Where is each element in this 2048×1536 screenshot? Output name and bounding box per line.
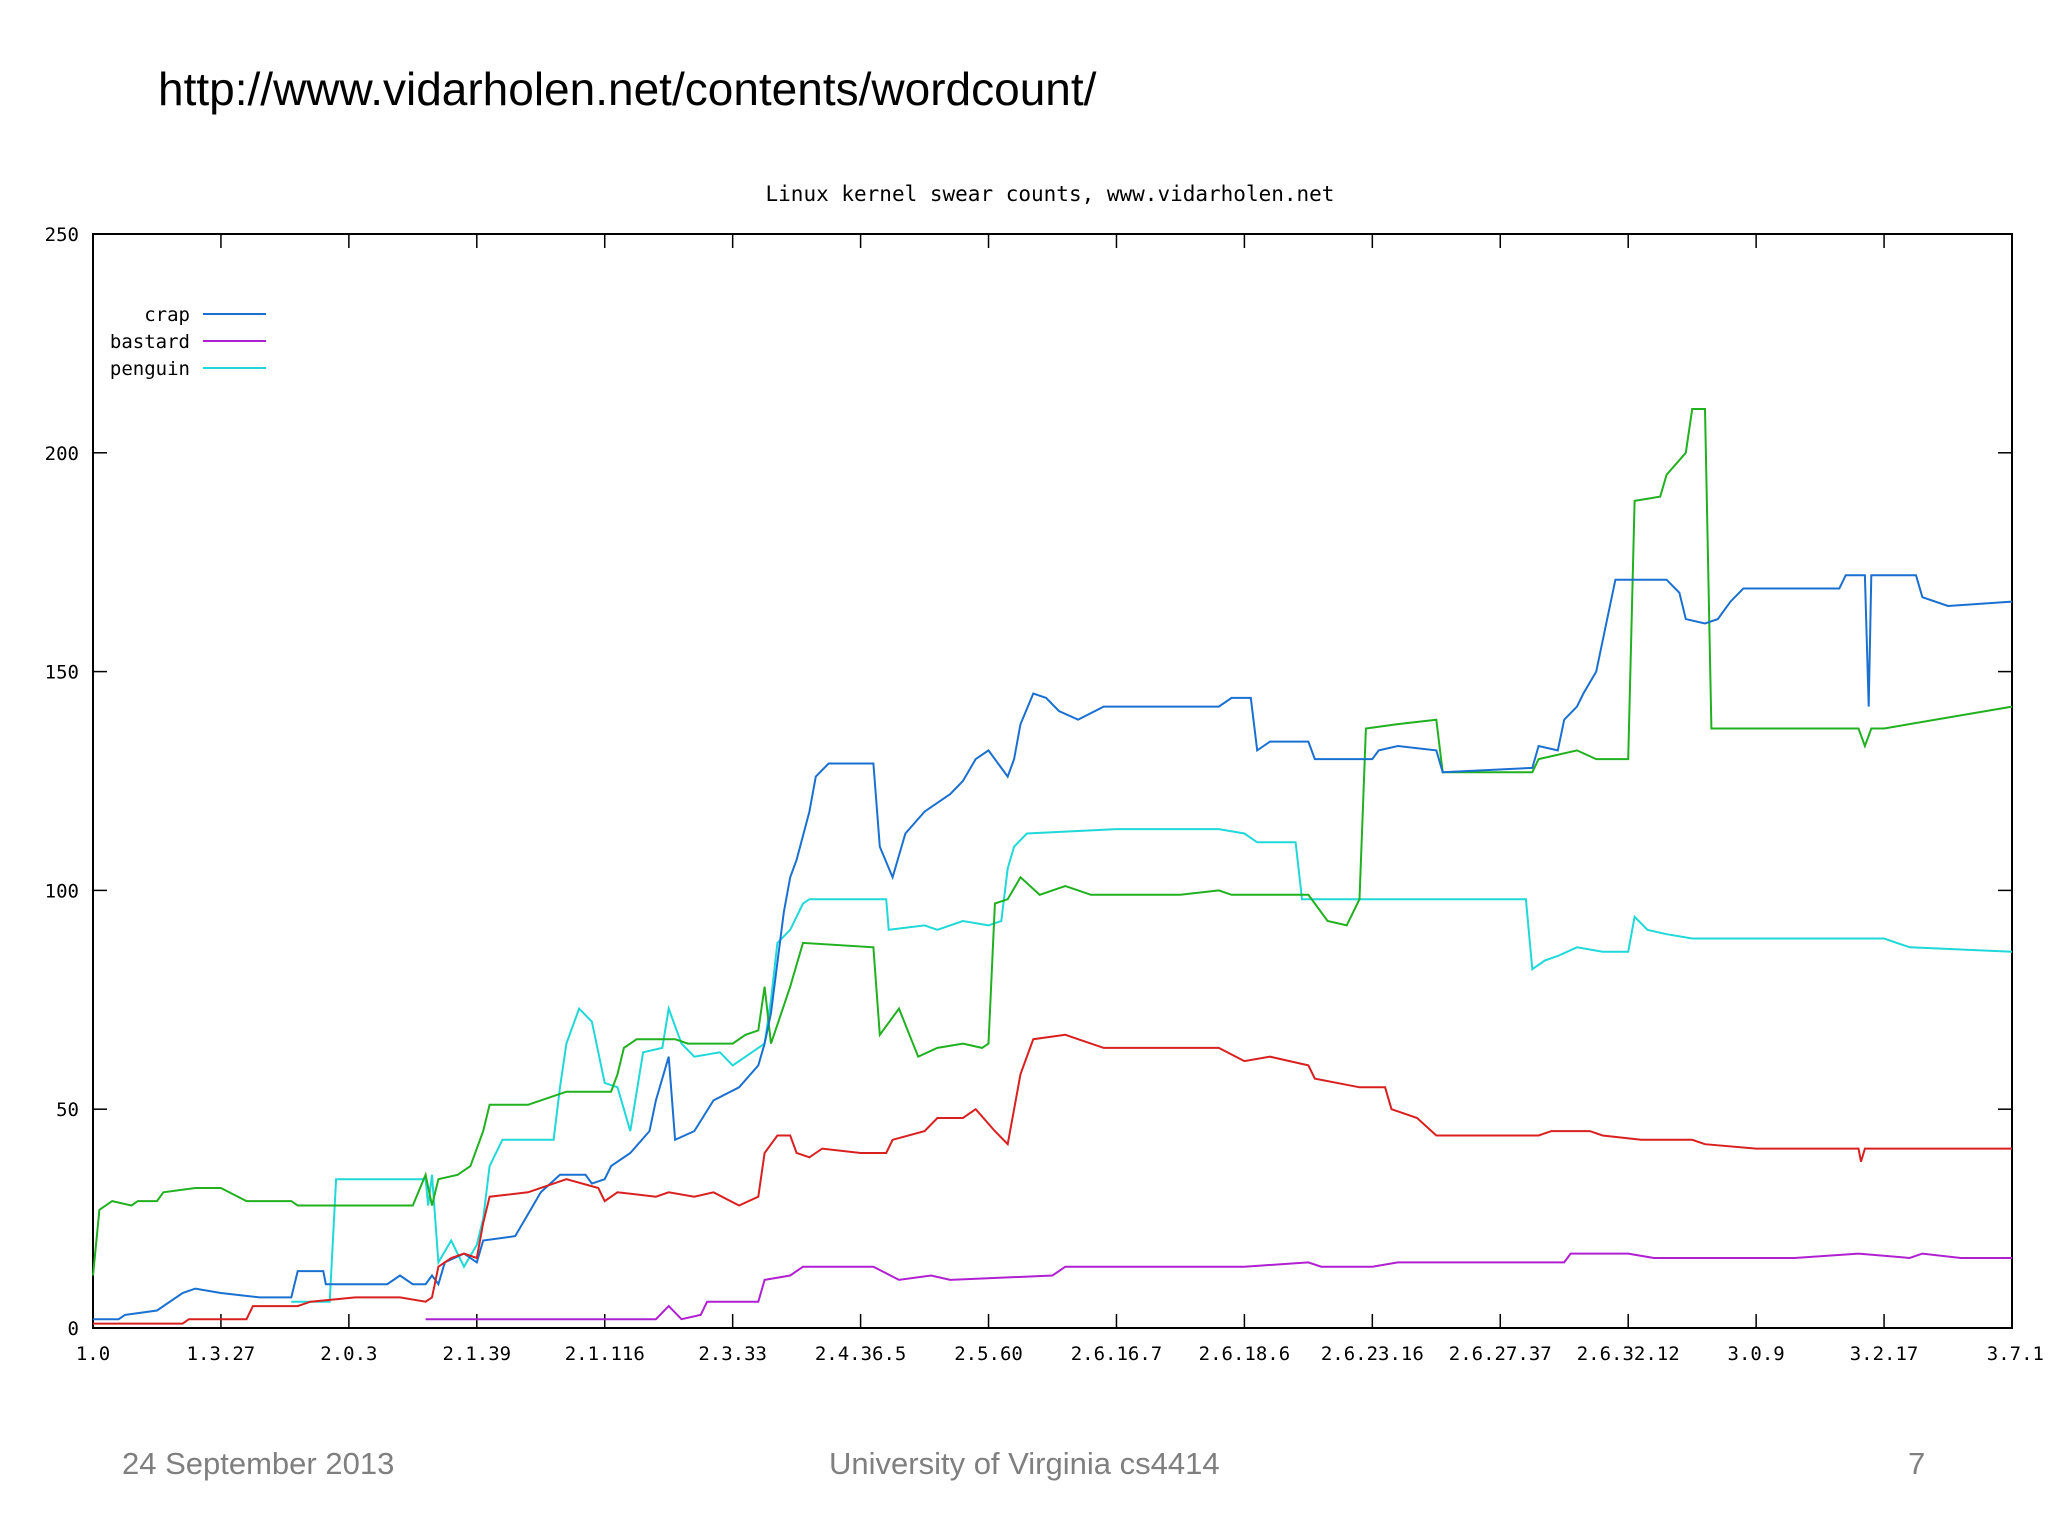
x-tick-label: 3.2.17 (1850, 1343, 1919, 1365)
x-tick-label: 2.6.27.37 (1449, 1343, 1552, 1365)
x-tick-label: 2.6.32.12 (1577, 1343, 1680, 1365)
legend: crap bastard penguin (110, 304, 266, 380)
y-tick-label: 0 (68, 1318, 79, 1340)
legend-label: crap (144, 304, 190, 326)
x-axis: 1.0 1.3.27 2.0.3 2.1.39 2.1.116 2.3.33 2.4.36.… (76, 234, 2044, 1365)
footer-date: 24 September 2013 (122, 1446, 395, 1481)
legend-label: penguin (110, 358, 190, 380)
x-tick-label: 3.0.9 (1728, 1343, 1785, 1365)
x-tick-label: 2.6.16.7 (1071, 1343, 1163, 1365)
line-chart: Linux kernel swear counts, www.vidarhole… (45, 182, 2044, 1365)
x-tick-label: 1.0 (76, 1343, 110, 1365)
chart-title: Linux kernel swear counts, www.vidarhole… (766, 182, 1335, 206)
y-tick-label: 150 (45, 662, 79, 684)
footer-organization: University of Virginia cs4414 (829, 1446, 1220, 1481)
legend-label: bastard (110, 331, 190, 353)
x-tick-label: 2.3.33 (698, 1343, 767, 1365)
x-tick-label: 2.6.23.16 (1321, 1343, 1424, 1365)
series-line-4 (93, 1033, 2012, 1325)
y-tick-label: 250 (45, 224, 79, 246)
page-number: 7 (1908, 1446, 1926, 1481)
x-tick-label: 2.1.39 (442, 1343, 511, 1365)
series-line-1 (425, 1252, 2012, 1321)
series-line-0 (93, 574, 2013, 1321)
x-tick-label: 3.7.1 (1987, 1343, 2044, 1365)
x-tick-label: 2.6.18.6 (1199, 1343, 1291, 1365)
series-line-3 (92, 408, 2013, 1276)
series-line-2 (291, 828, 2013, 1303)
x-tick-label: 2.0.3 (320, 1343, 377, 1365)
x-tick-label: 2.5.60 (954, 1343, 1023, 1365)
y-tick-label: 100 (45, 880, 79, 902)
plot-lines (92, 408, 2013, 1325)
x-tick-label: 1.3.27 (187, 1343, 256, 1365)
y-axis: 0 50 100 150 200 250 (45, 224, 2012, 1340)
plot-frame (92, 233, 2013, 1329)
x-tick-label: 2.1.116 (565, 1343, 645, 1365)
y-tick-label: 200 (45, 443, 79, 465)
y-tick-label: 50 (56, 1099, 79, 1121)
x-tick-label: 2.4.36.5 (815, 1343, 907, 1365)
source-url[interactable]: http://www.vidarholen.net/contents/wordc… (158, 63, 1097, 115)
